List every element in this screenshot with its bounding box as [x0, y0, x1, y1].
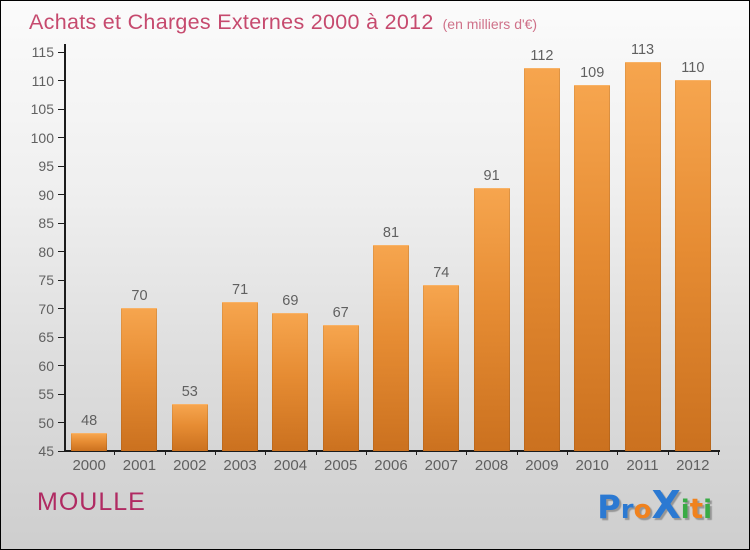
y-axis-tick-label: 115	[31, 44, 54, 60]
bar-2011	[624, 62, 661, 451]
y-axis-tick-label: 70	[38, 300, 54, 317]
y-axis-tick	[58, 365, 64, 366]
x-axis-tick	[265, 451, 267, 455]
bar-2005	[322, 324, 359, 451]
bar-value-label: 67	[332, 304, 349, 321]
bar-value-label: 69	[282, 293, 299, 310]
chart-subtitle: (en milliers d'€)	[442, 16, 538, 32]
logo-letter: r	[620, 495, 634, 525]
y-axis-tick-label: 45	[38, 443, 54, 459]
y-axis-tick	[58, 450, 64, 452]
chart-header: Achats et Charges Externes 2000 à 2012 (e…	[29, 10, 537, 35]
bar-value-label: 53	[181, 384, 198, 401]
bar-value-label: 81	[382, 224, 400, 241]
bar-2007	[423, 284, 460, 451]
y-axis-tick-label: 90	[38, 186, 54, 203]
y-axis-tick-label: 110	[31, 72, 54, 89]
bar-2009	[523, 68, 560, 451]
logo-letter: X	[651, 483, 681, 527]
y-axis-tick	[58, 51, 64, 53]
logo-letter: o	[633, 495, 652, 525]
bar-value-label: 48	[81, 412, 98, 429]
bar-2006	[373, 244, 409, 451]
chart-title: Achats et Charges Externes 2000 à 2012	[29, 10, 434, 34]
x-axis	[64, 450, 720, 452]
bar-2004	[272, 313, 309, 451]
x-axis-tick	[416, 451, 418, 455]
x-axis-tick	[114, 451, 116, 455]
x-axis-tick	[365, 451, 367, 455]
y-axis	[64, 44, 66, 452]
plot-area: 45 50 55 60 65 70 75 80 85 90 95 100 105 110 115 48 2000…	[31, 42, 720, 474]
logo-letter: P	[597, 488, 621, 526]
bar-value-label: 112	[530, 48, 554, 65]
y-axis-tick-label: 85	[38, 215, 54, 231]
x-axis-label-2007: 2007	[424, 457, 458, 474]
bar-value-label: 113	[630, 42, 655, 59]
y-axis-tick	[58, 393, 64, 395]
y-axis-tick-label: 55	[38, 386, 54, 402]
y-axis-tick	[58, 80, 64, 81]
y-axis-tick-label: 50	[38, 414, 54, 431]
y-axis-tick	[58, 108, 64, 110]
y-axis-tick-label: 105	[30, 101, 54, 117]
x-axis-tick	[516, 451, 518, 455]
bar-2012	[674, 79, 711, 451]
y-axis-tick	[58, 165, 64, 167]
x-axis-label-2002: 2002	[173, 457, 207, 474]
y-axis-tick-label: 60	[38, 357, 54, 374]
y-axis-tick-label: 100	[30, 129, 54, 146]
x-axis-label-2010: 2010	[575, 457, 609, 474]
x-axis-tick	[164, 451, 166, 455]
y-axis-tick	[58, 194, 64, 195]
logo-letter: t	[689, 492, 704, 525]
company-name: MOULLE	[37, 488, 146, 516]
x-axis-tick	[667, 451, 669, 455]
x-axis-label-2001: 2001	[122, 457, 157, 474]
y-axis-tick-label: 65	[38, 329, 54, 345]
bar-value-label: 71	[232, 281, 249, 298]
y-axis-tick	[58, 222, 64, 224]
bar-2003	[222, 301, 259, 451]
y-axis-tick	[58, 251, 64, 252]
x-axis-label-2009: 2009	[525, 457, 559, 474]
y-axis-tick	[58, 422, 64, 423]
logo-letter: i	[680, 495, 690, 525]
bar-value-label: 91	[483, 167, 500, 184]
bar-value-label: 110	[681, 59, 705, 76]
y-axis-tick-label: 75	[38, 272, 54, 288]
bar-value-label: 70	[131, 287, 148, 304]
y-axis-tick	[58, 137, 64, 138]
x-axis-label-2006: 2006	[374, 457, 408, 474]
bar-2002	[171, 404, 208, 451]
proxiti-logo: ProXiti	[597, 483, 712, 527]
x-axis-label-2003: 2003	[223, 457, 257, 474]
logo-letter: i	[703, 495, 712, 525]
x-axis-tick	[718, 451, 719, 455]
bar-2000	[71, 432, 108, 451]
x-axis-tick	[315, 451, 317, 455]
y-axis-tick	[58, 279, 64, 281]
x-axis-label-2004: 2004	[273, 457, 308, 474]
x-axis-tick	[617, 451, 619, 455]
y-axis-tick	[58, 308, 64, 309]
y-axis-tick	[58, 336, 64, 338]
x-axis-label-2012: 2012	[676, 457, 710, 474]
x-axis-label-2011: 2011	[626, 457, 659, 474]
x-axis-tick	[466, 451, 468, 455]
x-axis-label-2008: 2008	[474, 457, 509, 474]
x-axis-label-2000: 2000	[72, 457, 106, 474]
x-axis-tick	[214, 451, 216, 455]
bar-2008	[473, 187, 510, 451]
bar-2010	[574, 85, 611, 451]
bar-value-label: 109	[580, 65, 605, 82]
bar-2001	[121, 307, 158, 451]
bar-value-label: 74	[433, 264, 450, 281]
x-axis-tick	[567, 451, 569, 455]
x-axis-label-2005: 2005	[323, 457, 358, 474]
y-axis-tick-label: 80	[38, 243, 54, 260]
y-axis-tick-label: 95	[38, 158, 54, 174]
